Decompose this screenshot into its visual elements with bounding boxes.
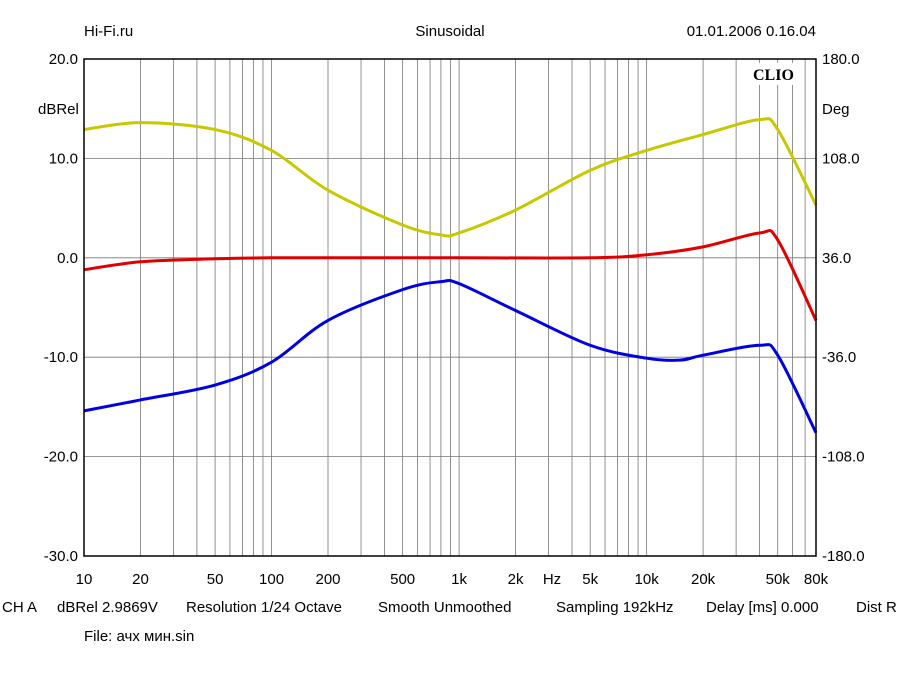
footer-setting: Sampling 192kHz [556,599,674,616]
y-right-label: Deg [822,101,850,118]
x-tick-label: 200 [315,571,340,588]
y-right-tick-label: -180.0 [822,548,865,565]
y-left-tick-label: -20.0 [44,449,78,466]
y-right-tick-label: 108.0 [822,150,860,167]
logo-bg [748,63,802,85]
header-site: Hi-Fi.ru [84,23,133,40]
x-tick-label: 80k [804,571,829,588]
x-tick-label: 500 [390,571,415,588]
series-red-line [83,229,818,322]
header-datetime: 01.01.2006 0.16.04 [687,23,816,40]
x-tick-label: 20 [132,571,149,588]
x-tick-label: 50k [766,571,791,588]
y-right-tick-label: 36.0 [822,250,851,267]
y-left-tick-label: 10.0 [49,150,78,167]
file-name: File: ачх мин.sin [84,628,194,645]
footer-setting: Delay [ms] 0.000 [706,599,819,616]
plot-frame [83,58,817,557]
footer-setting: CH A [2,599,37,616]
y-left-tick-label: 20.0 [49,51,78,68]
x-tick-label: 10 [76,571,93,588]
x-tick-label: 50 [207,571,224,588]
series-blue-line [83,278,818,434]
y-left-tick-label: -30.0 [44,548,78,565]
y-left-tick-label: 0.0 [57,250,78,267]
footer-setting: Smooth Unmoothed [378,599,511,616]
series-yellow-line [83,117,818,238]
clio-logo: CLIO [753,67,794,84]
footer-setting: dBRel 2.9869V [57,599,158,616]
footer-setting: Resolution 1/24 Octave [186,599,342,616]
chart-title: Sinusoidal [415,23,484,40]
x-tick-label: 10k [635,571,660,588]
y-right-tick-label: -108.0 [822,449,865,466]
y-left-label: dBRel [38,101,79,118]
x-tick-label: 1k [451,571,467,588]
x-tick-label: 5k [582,571,598,588]
x-axis-label: Hz [543,571,561,588]
footer-setting: Dist R [856,599,897,616]
y-right-tick-label: -36.0 [822,349,856,366]
y-right-tick-label: 180.0 [822,51,860,68]
x-tick-label: 100 [259,571,284,588]
x-tick-label: 20k [691,571,716,588]
y-left-tick-label: -10.0 [44,349,78,366]
x-tick-label: 2k [508,571,524,588]
